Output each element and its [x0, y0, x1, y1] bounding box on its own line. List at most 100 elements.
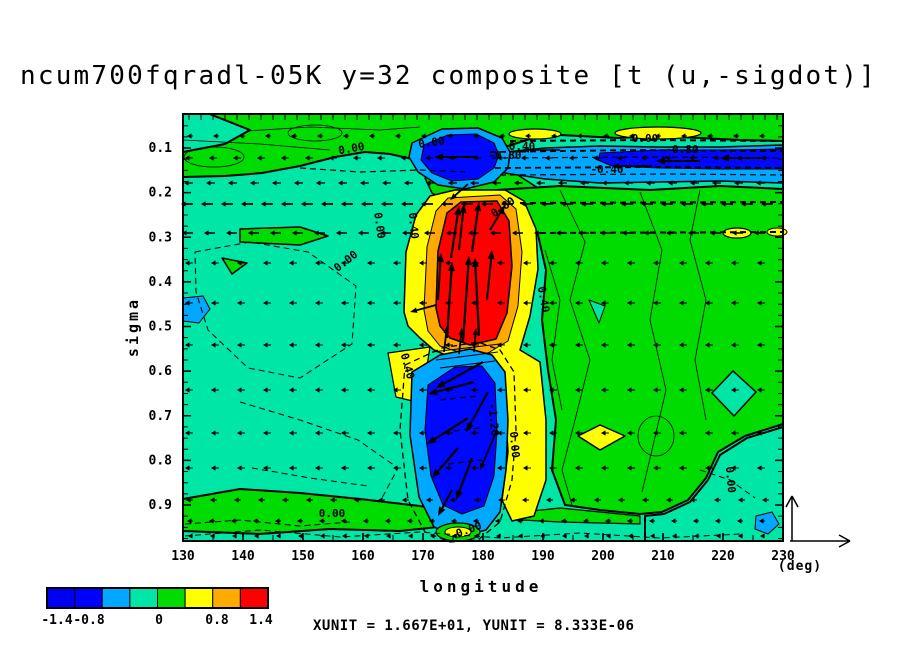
thin-contour-line: [182, 139, 331, 151]
strong-vector-head: [487, 250, 495, 260]
dashed-contour-line: [443, 427, 481, 433]
dashed-contour-line: [699, 469, 756, 499]
vector-row-heads: [186, 497, 767, 503]
contour-label: 0.40: [509, 140, 536, 153]
strong-vector-tail: [456, 457, 474, 497]
contour-label: -0.40: [590, 163, 623, 176]
y-tick-label: 0.1: [149, 141, 173, 156]
contour-label: 0.00: [507, 431, 522, 459]
contour-fill-green-arrow-tongue: [239, 226, 329, 246]
colorbar-segment: [239, 587, 269, 609]
dashed-contour-line: [491, 156, 784, 159]
x-tick-label: 140: [231, 549, 255, 564]
contour-label: 0.00: [632, 132, 659, 145]
y-tick-label: 0.5: [149, 320, 172, 335]
strong-vector-head: [522, 147, 529, 153]
contour-fill-turquoise-diamond: [711, 370, 757, 417]
dashed-contour-line: [184, 529, 741, 539]
x-tick-label: 210: [651, 549, 675, 564]
x-tick-label: 190: [531, 549, 555, 564]
colorbar-segment: [212, 587, 241, 609]
strong-vector-head: [720, 154, 729, 162]
contour-label: -0.80: [488, 149, 521, 162]
contour-label: 0.00: [319, 507, 346, 520]
strong-vector-tail: [458, 207, 465, 251]
strong-vector-head: [410, 307, 418, 313]
strong-vector-head: [455, 490, 463, 500]
strong-vector-head: [436, 253, 445, 263]
colorbar-segment: [74, 587, 103, 609]
contour-label: -0.80: [665, 143, 698, 156]
dashed-contour-line: [399, 341, 517, 543]
contour-fill-sky-bottom-right-patch: [754, 511, 780, 535]
y-tick-label: 0.4: [149, 275, 173, 290]
strong-vector-head: [434, 153, 443, 161]
colorbar-segment: [101, 587, 131, 609]
contour-oval-thin-loop-right: [637, 415, 675, 457]
strong-vector-tail: [431, 380, 475, 395]
strong-vector-tail: [443, 329, 448, 353]
y-axis-label: sigma: [124, 297, 142, 357]
dashed-contour-line: [439, 395, 479, 401]
x-axis-label: longitude: [420, 577, 543, 596]
contour-oval-yellow-oval-top-2: [614, 126, 702, 140]
y-tick-label: 0.3: [149, 230, 172, 245]
thin-contour-line: [544, 249, 563, 411]
x-tick-label: 200: [591, 549, 615, 564]
strong-vector-head: [497, 205, 505, 215]
vector-row-heads: [185, 387, 762, 393]
colorbar-segment: [129, 587, 158, 609]
contour-oval-yellow-bottom-oval: [444, 526, 472, 538]
dashed-contour-line: [499, 173, 784, 176]
contour-label: 0.00: [723, 466, 738, 494]
contour-fill-turquoise-small-triangle: [588, 299, 606, 324]
vector-row-heads: [185, 342, 762, 348]
colorbar-label: 0: [155, 613, 163, 628]
vector-row-heads: [188, 533, 765, 539]
strong-vector-tail: [433, 447, 459, 476]
vector-row-heads: [182, 230, 759, 236]
contour-label: 0.00: [337, 140, 365, 157]
contour-label: 0.40: [406, 212, 421, 240]
vector-row-heads: [185, 300, 762, 306]
x-tick-label: 160: [351, 549, 375, 564]
strong-vector-head: [464, 256, 472, 266]
y-tick-label: 0.6: [149, 364, 173, 379]
contour-fill-yellow-diamond: [577, 424, 626, 451]
vector-row-heads: [184, 180, 761, 186]
strong-vector-head: [458, 328, 464, 336]
dashed-contour-line: [299, 167, 466, 173]
dashed-contour-line: [194, 241, 357, 379]
strong-vector-head: [432, 468, 441, 478]
strong-vector-tail: [445, 265, 453, 339]
contour-label: 0.40: [535, 285, 552, 313]
strong-vector-head: [428, 388, 438, 396]
thin-contour-line: [246, 126, 421, 132]
strong-vector-head: [436, 380, 446, 388]
strong-vector-head: [474, 202, 482, 212]
colorbar-label: -0.8: [73, 613, 104, 628]
colorbar-label: 0.8: [205, 613, 229, 628]
dashed-contour-line: [447, 459, 483, 465]
strong-vector-tail: [438, 361, 484, 388]
strong-vector-tail: [470, 205, 480, 253]
major-ticks: [182, 147, 784, 541]
strong-vector-head: [454, 206, 462, 216]
vector-row-heads: [187, 133, 764, 139]
strong-vector-head: [466, 422, 474, 432]
strong-vector-tail: [461, 259, 470, 343]
vector-row-heads: [185, 260, 762, 266]
thin-contour-line: [639, 191, 667, 493]
strong-vector-head: [450, 193, 458, 200]
x-axis-unit-label: (deg): [778, 559, 822, 574]
colorbar-label: -1.4: [41, 613, 72, 628]
colorbar-segment: [184, 587, 214, 609]
contour-oval-thin-oval-topleft: [287, 124, 343, 142]
x-tick-label: 230: [771, 549, 795, 564]
vector-row-heads: [185, 465, 762, 471]
vector-row-heads: [187, 518, 764, 524]
colorbar-frame: [46, 587, 269, 609]
strong-vector-tail: [452, 183, 469, 199]
thin-contour-line: [689, 189, 707, 421]
x-tick-label: 170: [411, 549, 435, 564]
